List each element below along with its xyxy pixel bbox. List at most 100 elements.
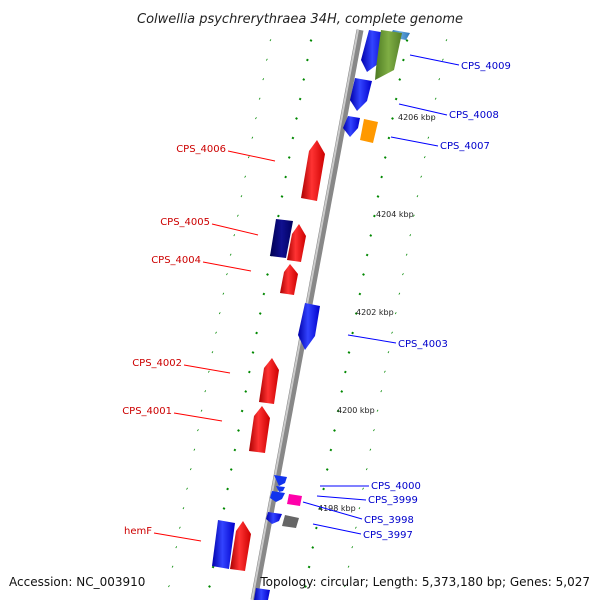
gene-arrow-cps-4006[interactable] — [301, 140, 325, 201]
gene-arrow-cps-4005[interactable] — [287, 224, 306, 262]
gene-arrow-cps-3998[interactable] — [266, 512, 282, 524]
tick-mark — [347, 351, 351, 354]
tick-mark — [226, 487, 229, 491]
tick-mark — [402, 58, 405, 62]
gene-arrow-cps-4007[interactable] — [360, 119, 378, 143]
tick-mark — [284, 175, 288, 179]
tick-mark — [240, 409, 244, 413]
accession-text: Accession: NC_003910 — [9, 575, 145, 589]
tick-mark — [251, 351, 255, 354]
tick-mark — [262, 292, 266, 296]
gene-arrow-cps-4007-blue[interactable] — [343, 116, 360, 137]
gene-label-cps-3998[interactable]: CPS_3998 — [364, 515, 414, 526]
topology-text: Topology: circular; Length: 5,373,180 bp… — [259, 575, 590, 589]
tick-mark — [266, 273, 269, 276]
tick-mark — [373, 214, 376, 218]
tick-mark — [277, 214, 280, 218]
kbp-label: 4200 kbp — [337, 406, 375, 415]
gene-label-cps-4006[interactable]: CPS_4006 — [176, 144, 226, 155]
reverse-gene-labels: CPS_4006 CPS_4005 CPS_4004 CPS_4002 CPS_… — [122, 144, 276, 542]
tick-mark — [287, 156, 291, 159]
reverse-strand-genes — [212, 140, 325, 571]
tick-mark — [354, 312, 358, 315]
forward-strand-genes — [254, 30, 410, 600]
gene-arrow-cps-4001[interactable] — [249, 406, 270, 453]
tick-mark — [314, 526, 318, 530]
gene-label-cps-3997[interactable]: CPS_3997 — [363, 530, 413, 541]
tick-mark — [222, 507, 226, 510]
gene-arrow-cps-4002[interactable] — [259, 358, 279, 404]
gene-arrow-hemf[interactable] — [230, 521, 251, 571]
kbp-label: 4202 kbp — [356, 308, 394, 317]
tick-mark — [306, 58, 309, 62]
tick-mark — [394, 97, 398, 101]
gene-label-cps-4004[interactable]: CPS_4004 — [151, 255, 201, 266]
tick-mark — [362, 273, 365, 276]
kbp-label: 4204 kbp — [376, 210, 414, 219]
gene-arrow-olive[interactable] — [375, 30, 402, 80]
map-title: Colwellia psychrerythraea 34H, complete … — [137, 12, 463, 27]
gene-arrow-cps-4008[interactable] — [350, 78, 372, 111]
tick-mark — [237, 429, 240, 432]
forward-gene-labels: CPS_4009 CPS_4008 CPS_4007 CPS_4003 CPS_… — [302, 54, 511, 541]
kbp-label: 4206 kbp — [398, 113, 436, 122]
tick-mark — [358, 292, 362, 296]
gene-arrow-cps-4004[interactable] — [280, 264, 298, 295]
tick-mark — [298, 97, 302, 101]
tick-mark — [307, 565, 311, 569]
tick-mark — [333, 429, 336, 432]
gene-label-cps-4008[interactable]: CPS_4008 — [449, 110, 499, 121]
tick-mark — [302, 78, 306, 81]
tick-mark — [380, 175, 384, 179]
tick-mark — [244, 390, 248, 393]
gene-label-cps-4003[interactable]: CPS_4003 — [398, 339, 448, 350]
gene-label-cps-4007[interactable]: CPS_4007 — [440, 141, 490, 152]
tick-mark — [318, 507, 322, 510]
gene-arrow-cps-4000b[interactable] — [276, 486, 285, 492]
scale-labels: 4206 kbp 4204 kbp 4202 kbp 4200 kbp 4198… — [318, 113, 436, 513]
gene-label-cps-3999[interactable]: CPS_3999 — [368, 495, 418, 506]
gene-arrow-cps-4000[interactable] — [274, 475, 287, 486]
tick-mark — [258, 312, 262, 315]
gene-arrow-cps-3999[interactable] — [287, 494, 302, 506]
tick-mark — [211, 565, 215, 569]
gene-arrow-blue-left[interactable] — [212, 520, 235, 569]
gene-label-cps-4005[interactable]: CPS_4005 — [160, 217, 210, 228]
gene-arrow-bottom[interactable] — [254, 588, 270, 600]
tick-mark — [280, 195, 284, 198]
tick-mark — [376, 195, 380, 198]
gene-label-cps-4001[interactable]: CPS_4001 — [122, 406, 172, 417]
gene-label-cps-4000[interactable]: CPS_4000 — [371, 481, 421, 492]
gene-label-cps-4009[interactable]: CPS_4009 — [461, 61, 511, 72]
tick-mark — [340, 390, 344, 393]
tick-mark — [398, 78, 402, 81]
tick-mark — [311, 546, 315, 549]
kbp-label: 4198 kbp — [318, 504, 356, 513]
tick-mark — [322, 487, 325, 491]
gene-arrow-cps-3997[interactable] — [282, 515, 299, 528]
tick-mark — [304, 585, 307, 588]
tick-mark — [233, 448, 237, 452]
tick-mark — [208, 585, 211, 588]
gene-arrow-cps-3999-blue[interactable] — [270, 491, 285, 502]
tick-mark — [343, 370, 347, 374]
gene-label-hemf[interactable]: hemF — [124, 526, 152, 537]
tick-mark — [247, 370, 251, 374]
tick-mark — [336, 409, 340, 413]
tick-mark — [387, 136, 391, 140]
gene-arrow-cps-4003[interactable] — [298, 303, 320, 350]
tick-mark — [291, 136, 295, 140]
tick-mark — [309, 39, 313, 42]
gene-label-cps-4002[interactable]: CPS_4002 — [132, 358, 182, 369]
tick-mark — [325, 468, 329, 471]
tick-mark — [365, 253, 369, 257]
tick-mark — [255, 331, 258, 335]
tick-mark — [229, 468, 233, 471]
gene-arrow-dark[interactable] — [270, 219, 293, 258]
tick-mark — [405, 39, 409, 42]
tick-mark — [383, 156, 387, 159]
tick-mark — [391, 117, 394, 120]
tick-mark — [369, 234, 373, 237]
